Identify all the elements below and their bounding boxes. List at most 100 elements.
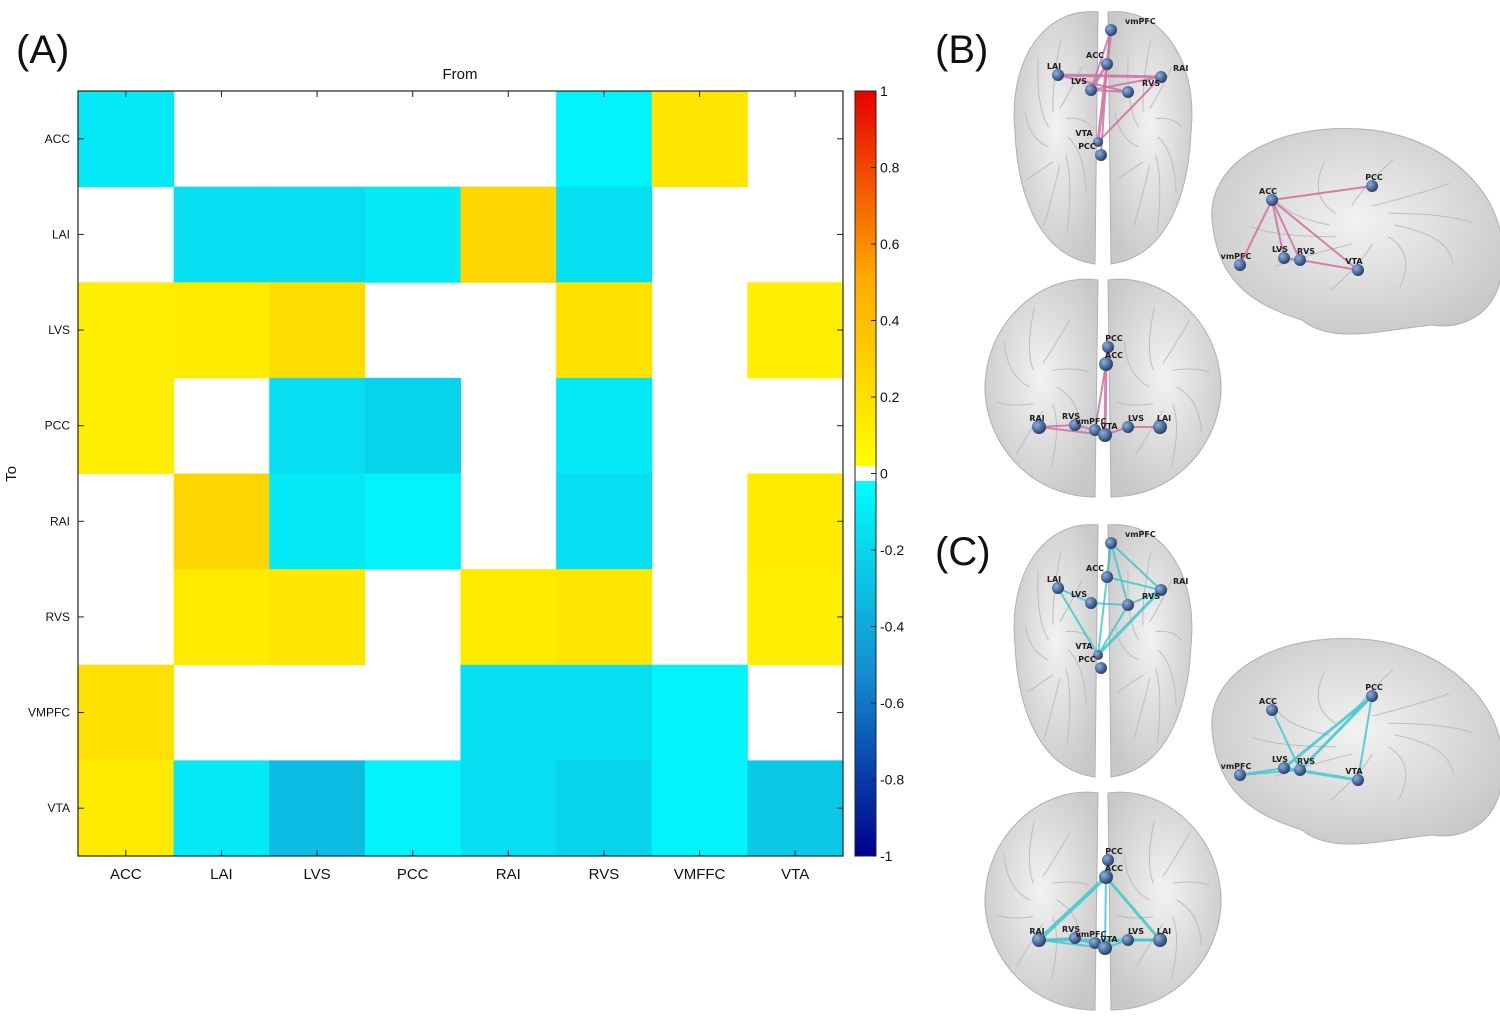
colorbar-negative bbox=[855, 481, 876, 856]
region-node bbox=[1266, 194, 1278, 206]
gyrus-line bbox=[1274, 753, 1353, 777]
region-node-label: RAI bbox=[1029, 927, 1044, 936]
brain-renderings: vmPFC ACC LAI RAI LVS RVS VTA PCC ACC PCC vmPFC LVS… bbox=[984, 11, 1500, 1011]
panel-label-b: (B) bbox=[935, 28, 988, 72]
heatmap-cell-vta-acc bbox=[78, 760, 175, 857]
heatmap-cell-rai-rvs bbox=[556, 473, 653, 570]
y-tick-label: LAI bbox=[52, 227, 70, 241]
gyrus-line bbox=[1116, 914, 1154, 919]
gyrus-line bbox=[1003, 854, 1030, 901]
y-tick-label: RVS bbox=[46, 610, 70, 624]
heatmap-cell-vta-lvs bbox=[269, 760, 366, 857]
heatmap-cell-rai-pcc bbox=[364, 473, 461, 570]
region-node-label: RAI bbox=[1173, 577, 1188, 586]
gyrus-line bbox=[1162, 320, 1190, 364]
colorbar-tick-label: 0 bbox=[880, 466, 888, 482]
gyrus-line bbox=[1043, 165, 1061, 227]
connection-edge bbox=[1271, 199, 1285, 259]
x-tick-label: RAI bbox=[496, 866, 521, 883]
colorbar: 1 0.8 0.6 0.4 0.2 0 -0.2 -0.4 -0.6 -0.8 -1 bbox=[854, 83, 904, 864]
heatmap-cell-lai-pcc bbox=[364, 186, 461, 283]
region-node-label: VTA bbox=[1345, 257, 1363, 266]
region-node-label: VTA bbox=[1100, 935, 1118, 944]
region-node-label: ACC bbox=[1259, 187, 1277, 196]
gyrus-line bbox=[1171, 916, 1178, 980]
heatmap-cell-rai-lai bbox=[173, 473, 270, 570]
region-node-label: RVS bbox=[1142, 79, 1160, 88]
region-node bbox=[1155, 71, 1167, 83]
heatmap-ticks bbox=[78, 91, 843, 856]
heatmap-cell-vmpfc-rvs bbox=[556, 664, 653, 761]
gyrus-line bbox=[1133, 678, 1151, 740]
colorbar-tick-label: 0.8 bbox=[880, 160, 900, 176]
connection-edge bbox=[1037, 875, 1108, 942]
region-node bbox=[1122, 934, 1134, 946]
heatmap-cell-lvs-vta bbox=[747, 282, 844, 379]
heatmap-cell-vmpfc-rai bbox=[460, 664, 557, 761]
region-node-label: LVS bbox=[1071, 590, 1087, 599]
connection-edge bbox=[1239, 199, 1273, 266]
region-node bbox=[1234, 259, 1246, 271]
heatmap-cell-lai-rai bbox=[460, 186, 557, 283]
gyrus-line bbox=[1157, 136, 1177, 193]
gyrus-line bbox=[1162, 833, 1190, 877]
heatmap-cell-vta-rai bbox=[460, 760, 557, 857]
connection-edge bbox=[1239, 769, 1301, 776]
gyrus-line bbox=[1116, 401, 1154, 406]
region-node bbox=[1105, 537, 1117, 549]
region-node bbox=[1366, 180, 1378, 192]
colorbar-tick-label: 1 bbox=[880, 83, 888, 99]
c_top-top-view: vmPFC ACC LAI RAI LVS RVS VTA PCC bbox=[1013, 524, 1193, 778]
region-node bbox=[1122, 86, 1134, 98]
gyrus-line bbox=[1148, 820, 1155, 884]
connection-edge bbox=[1090, 602, 1129, 606]
connection-edge bbox=[1057, 73, 1162, 79]
gyrus-line bbox=[1027, 674, 1054, 693]
region-node bbox=[1093, 650, 1103, 660]
region-node bbox=[1366, 690, 1378, 702]
region-node-label: vmPFC bbox=[1125, 530, 1156, 539]
colorbar-tick-label: 0.2 bbox=[880, 389, 900, 405]
gyrus-line bbox=[996, 914, 1034, 919]
region-node-label: VTA bbox=[1345, 767, 1363, 776]
gyrus-line bbox=[1142, 552, 1152, 626]
heatmap-cell-vta-vta bbox=[747, 760, 844, 857]
region-node-label: PCC bbox=[1078, 655, 1096, 664]
gyrus-line bbox=[1065, 668, 1071, 745]
colorbar-tick-label: -0.8 bbox=[880, 772, 904, 788]
region-node bbox=[1122, 421, 1134, 433]
gyrus-line bbox=[1042, 833, 1070, 877]
connection-edge bbox=[1104, 876, 1162, 941]
gyrus-line bbox=[1059, 579, 1083, 622]
gyrus-line bbox=[1133, 165, 1151, 227]
connection-edge bbox=[1094, 363, 1107, 431]
gyrus-line bbox=[1127, 570, 1140, 641]
gyrus-line bbox=[1149, 579, 1173, 622]
connection-edge bbox=[1096, 588, 1163, 657]
gyrus-line bbox=[1114, 112, 1139, 148]
connection-edge bbox=[1090, 76, 1162, 91]
region-node-label: LVS bbox=[1128, 414, 1144, 423]
left-hemisphere bbox=[1013, 524, 1099, 778]
region-node bbox=[1294, 254, 1306, 266]
heatmap-cell-rvs-vta bbox=[747, 569, 844, 666]
colorbar-tick-label: -0.2 bbox=[880, 542, 904, 558]
gyrus-line bbox=[1317, 160, 1336, 214]
colorbar-tick-label: 0.4 bbox=[880, 313, 900, 329]
brain-lateral bbox=[1211, 128, 1500, 335]
gyrus-line bbox=[1136, 923, 1164, 967]
heatmap-cell-rvs-lai bbox=[173, 569, 270, 666]
region-node bbox=[1069, 932, 1081, 944]
gyrus-line bbox=[1371, 693, 1450, 717]
region-node bbox=[1093, 137, 1103, 147]
region-node bbox=[1102, 854, 1114, 866]
gyrus-line bbox=[1155, 668, 1161, 745]
x-tick-label: LAI bbox=[210, 866, 233, 883]
region-node-label: vmPFC bbox=[1076, 417, 1107, 426]
gyrus-line bbox=[1037, 57, 1050, 128]
region-node-label: LVS bbox=[1272, 245, 1288, 254]
gyrus-line bbox=[1028, 307, 1035, 371]
region-node bbox=[1101, 571, 1113, 583]
